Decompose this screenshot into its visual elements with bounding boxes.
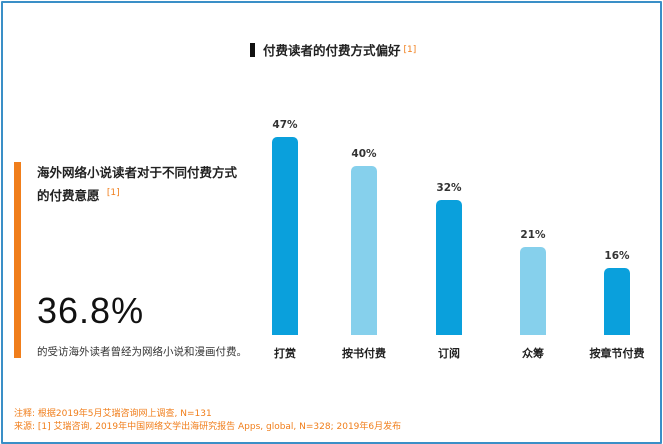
big-stat-value: 36.8% <box>37 290 145 331</box>
bar-category-label: 订阅 <box>438 347 460 360</box>
bar-value-label: 16% <box>604 250 630 262</box>
bar-2 <box>351 166 377 335</box>
stat-description: 的受访海外读者曾经为网络小说和漫画付费。 <box>37 346 247 358</box>
headline-ref: [1] <box>106 188 120 198</box>
bar-value-label: 47% <box>272 119 298 131</box>
bar-category-label: 众筹 <box>522 347 544 360</box>
chart-title-ref: [1] <box>403 44 417 55</box>
bar-category-label: 打赏 <box>274 347 296 360</box>
sidebar-headline: 海外网络小说读者对于不同付费方式的付费意愿 [1] <box>37 162 237 206</box>
accent-bar <box>14 162 21 358</box>
bar-4 <box>520 247 546 335</box>
bar-category-label: 按章节付费 <box>589 347 645 360</box>
footer-source: 来源: [1] 艾瑞咨询, 2019年中国网络文学出海研究报告 Apps, gl… <box>14 422 402 432</box>
bar-value-label: 40% <box>351 148 377 160</box>
bar-category-label: 按书付费 <box>342 347 386 360</box>
bar-1 <box>272 137 298 335</box>
headline-text: 海外网络小说读者对于不同付费方式的付费意愿 <box>37 165 238 204</box>
bar-3 <box>436 200 462 335</box>
chart-title: 付费读者的付费方式偏好 [1] <box>250 40 416 59</box>
title-marker <box>250 42 255 57</box>
chart-title-text: 付费读者的付费方式偏好 <box>263 43 401 58</box>
bar-value-label: 32% <box>436 182 462 194</box>
bar-value-label: 21% <box>520 229 546 241</box>
footer-notes: 注释: 根据2019年5月艾瑞咨询网上调查, N=131 来源: [1] 艾瑞咨… <box>14 408 401 434</box>
footer-note: 注释: 根据2019年5月艾瑞咨询网上调查, N=131 <box>14 409 212 419</box>
bar-5 <box>604 268 630 335</box>
